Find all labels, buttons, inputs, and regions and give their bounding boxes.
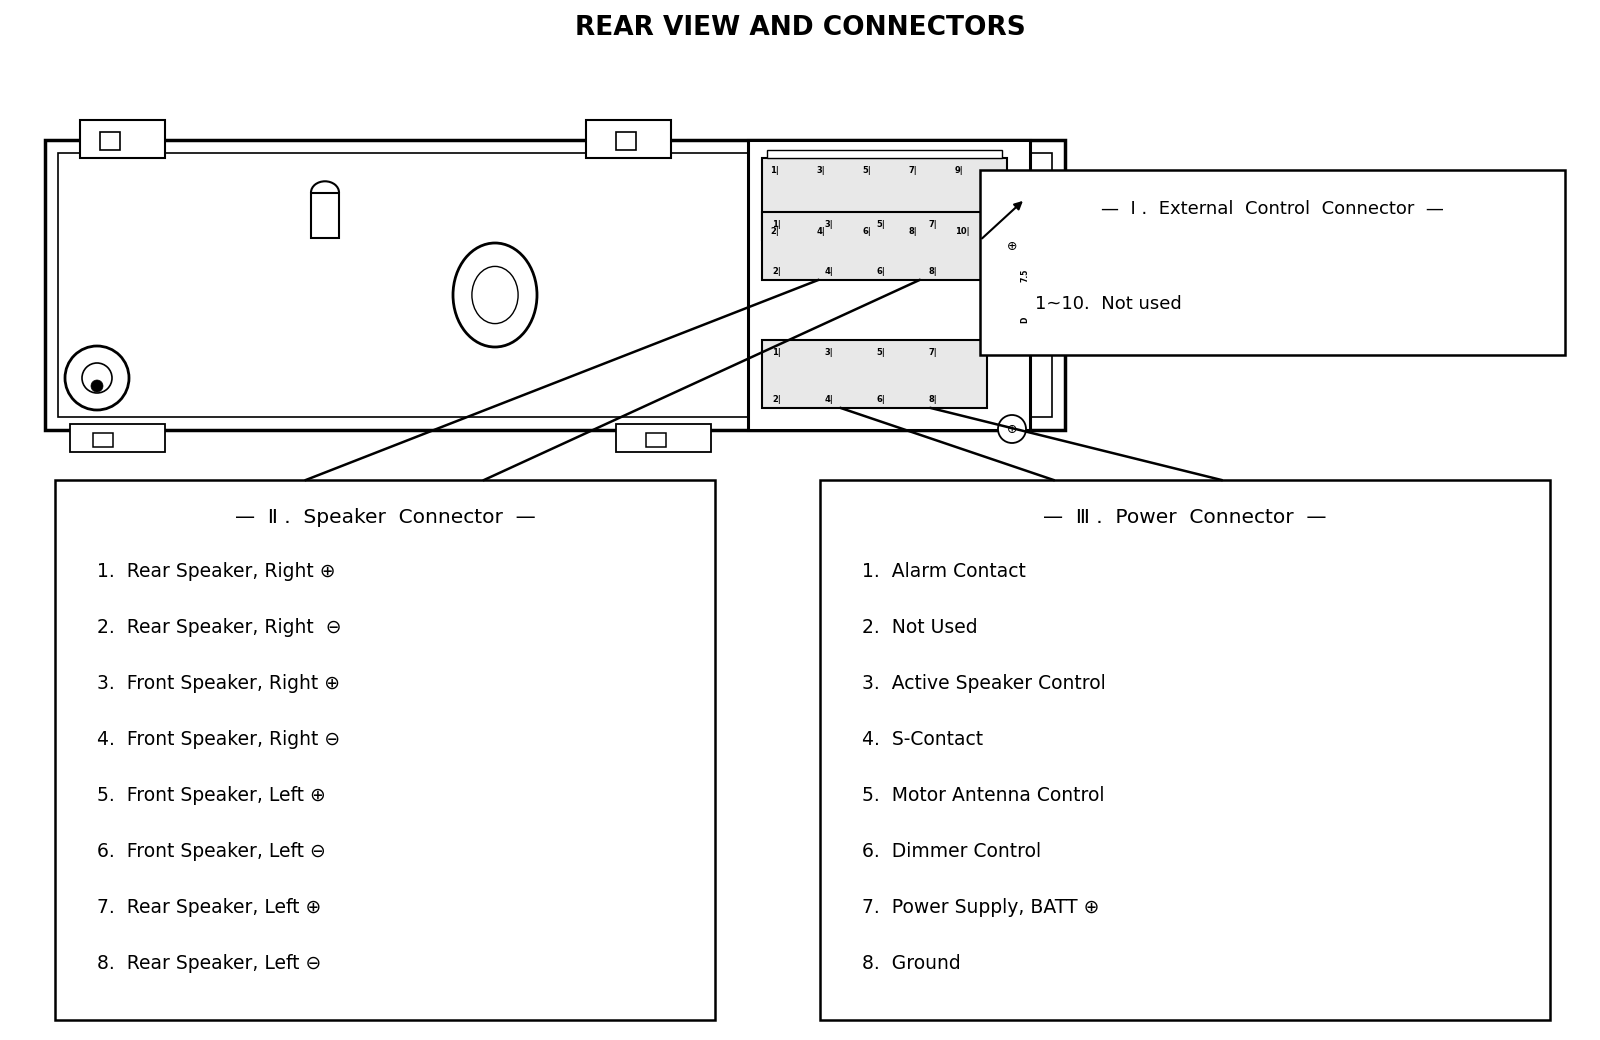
Text: 1.  Alarm Contact: 1. Alarm Contact xyxy=(862,562,1026,581)
FancyBboxPatch shape xyxy=(99,132,120,150)
Text: 7.  Power Supply, BATT ⊕: 7. Power Supply, BATT ⊕ xyxy=(862,898,1099,917)
FancyBboxPatch shape xyxy=(819,480,1550,1020)
Text: 4|: 4| xyxy=(816,227,826,236)
FancyBboxPatch shape xyxy=(93,433,114,447)
Text: 6.  Front Speaker, Left ⊖: 6. Front Speaker, Left ⊖ xyxy=(98,842,326,861)
Text: 2.  Rear Speaker, Right  ⊖: 2. Rear Speaker, Right ⊖ xyxy=(98,618,341,636)
Text: 6|: 6| xyxy=(877,267,885,276)
Text: 6|: 6| xyxy=(862,227,872,236)
Text: 2|: 2| xyxy=(770,227,779,236)
Text: 5|: 5| xyxy=(862,166,872,175)
Text: 3.  Front Speaker, Right ⊕: 3. Front Speaker, Right ⊕ xyxy=(98,674,339,693)
Text: 8|: 8| xyxy=(930,267,938,276)
FancyBboxPatch shape xyxy=(979,170,1565,355)
Text: 1.  Rear Speaker, Right ⊕: 1. Rear Speaker, Right ⊕ xyxy=(98,562,336,581)
Text: 7|: 7| xyxy=(930,220,938,229)
FancyBboxPatch shape xyxy=(616,424,712,452)
Text: 7|: 7| xyxy=(909,166,917,175)
Text: REAR VIEW AND CONNECTORS: REAR VIEW AND CONNECTORS xyxy=(574,15,1026,41)
Text: 4.  S-Contact: 4. S-Contact xyxy=(862,730,982,749)
Text: 5|: 5| xyxy=(877,220,885,229)
FancyBboxPatch shape xyxy=(586,120,670,158)
Text: 2|: 2| xyxy=(771,395,781,404)
Text: 5|: 5| xyxy=(877,348,885,357)
Text: 8|: 8| xyxy=(909,227,917,236)
Ellipse shape xyxy=(453,243,538,347)
Circle shape xyxy=(998,232,1026,260)
Ellipse shape xyxy=(472,266,518,323)
Text: 7|: 7| xyxy=(930,348,938,357)
FancyBboxPatch shape xyxy=(762,340,987,408)
Text: 4|: 4| xyxy=(824,395,834,404)
FancyBboxPatch shape xyxy=(762,212,987,280)
Text: ⊕: ⊕ xyxy=(1006,239,1018,253)
Text: 1~10.  Not used: 1~10. Not used xyxy=(1035,295,1182,313)
FancyBboxPatch shape xyxy=(766,150,1002,158)
Circle shape xyxy=(66,346,130,410)
FancyBboxPatch shape xyxy=(45,140,1066,430)
Text: 2|: 2| xyxy=(771,267,781,276)
FancyBboxPatch shape xyxy=(616,132,635,150)
Circle shape xyxy=(82,363,112,393)
Text: 3|: 3| xyxy=(824,348,834,357)
Text: ⊕: ⊕ xyxy=(1006,422,1018,436)
Text: 8|: 8| xyxy=(930,395,938,404)
FancyBboxPatch shape xyxy=(646,433,666,447)
FancyBboxPatch shape xyxy=(749,140,1030,430)
FancyBboxPatch shape xyxy=(762,158,1006,240)
Text: 3.  Active Speaker Control: 3. Active Speaker Control xyxy=(862,674,1106,693)
Text: 10|: 10| xyxy=(955,227,970,236)
Text: 8.  Ground: 8. Ground xyxy=(862,954,960,973)
Text: 6|: 6| xyxy=(877,395,885,404)
FancyBboxPatch shape xyxy=(54,480,715,1020)
Text: 9|: 9| xyxy=(955,166,963,175)
Text: 2.  Not Used: 2. Not Used xyxy=(862,618,978,636)
Text: 1|: 1| xyxy=(771,220,781,229)
Text: 6.  Dimmer Control: 6. Dimmer Control xyxy=(862,842,1042,861)
Circle shape xyxy=(91,380,102,392)
Text: 3|: 3| xyxy=(816,166,826,175)
FancyBboxPatch shape xyxy=(80,120,165,158)
Text: 4.  Front Speaker, Right ⊖: 4. Front Speaker, Right ⊖ xyxy=(98,730,341,749)
Text: 3|: 3| xyxy=(824,220,834,229)
FancyBboxPatch shape xyxy=(310,192,339,237)
Text: —  Ⅲ .  Power  Connector  —: — Ⅲ . Power Connector — xyxy=(1043,508,1326,527)
Text: 8.  Rear Speaker, Left ⊖: 8. Rear Speaker, Left ⊖ xyxy=(98,954,322,973)
FancyBboxPatch shape xyxy=(70,424,165,452)
Text: 4|: 4| xyxy=(824,267,834,276)
Text: 1|: 1| xyxy=(771,348,781,357)
Text: D: D xyxy=(1021,317,1029,323)
Text: 7.5: 7.5 xyxy=(1021,268,1029,282)
Text: 5.  Motor Antenna Control: 5. Motor Antenna Control xyxy=(862,786,1104,805)
Text: —  Ⅱ .  Speaker  Connector  —: — Ⅱ . Speaker Connector — xyxy=(235,508,536,527)
Text: 5.  Front Speaker, Left ⊕: 5. Front Speaker, Left ⊕ xyxy=(98,786,326,805)
Circle shape xyxy=(998,415,1026,443)
FancyBboxPatch shape xyxy=(58,153,1053,417)
Text: —  I .  External  Control  Connector  —: — I . External Control Connector — xyxy=(1101,200,1443,218)
Text: 7.  Rear Speaker, Left ⊕: 7. Rear Speaker, Left ⊕ xyxy=(98,898,322,917)
Text: 1|: 1| xyxy=(770,166,779,175)
